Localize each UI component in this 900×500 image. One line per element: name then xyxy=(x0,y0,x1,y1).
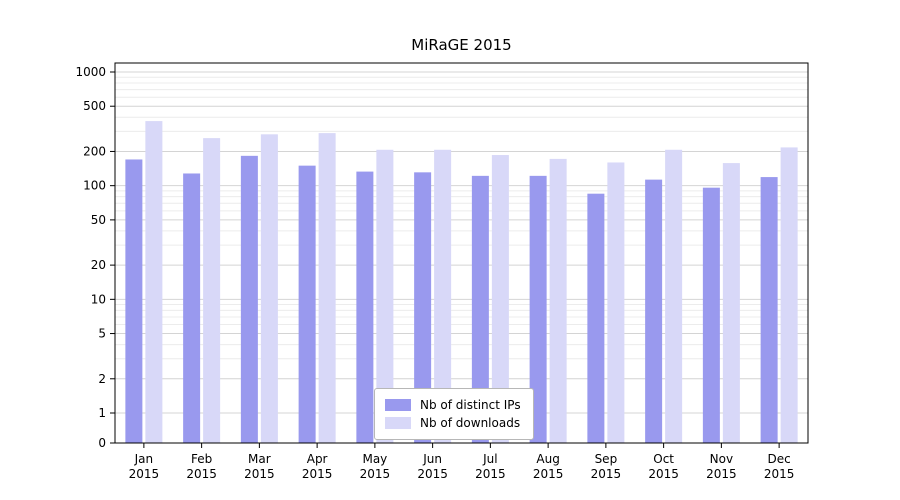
x-tick-label-year: 2015 xyxy=(186,467,217,481)
bar-distinct-ips-may xyxy=(356,171,374,443)
bar-downloads-sep xyxy=(607,162,625,443)
y-tick-label: 2 xyxy=(98,372,106,386)
y-tick-label: 5 xyxy=(98,327,106,341)
bar-downloads-jan xyxy=(145,121,163,444)
x-tick-label-month: May xyxy=(362,452,387,466)
bar-downloads-feb xyxy=(203,138,221,443)
bar-downloads-apr xyxy=(318,133,336,443)
x-tick-label-year: 2015 xyxy=(360,467,391,481)
legend-item-downloads: Nb of downloads xyxy=(385,414,521,432)
x-tick-label-year: 2015 xyxy=(302,467,333,481)
x-tick-label-year: 2015 xyxy=(129,467,160,481)
y-tick-label: 0 xyxy=(98,436,106,450)
bar-distinct-ips-oct xyxy=(645,179,663,443)
x-tick-label-year: 2015 xyxy=(244,467,275,481)
x-tick-label-year: 2015 xyxy=(764,467,795,481)
bar-downloads-nov xyxy=(722,163,740,443)
bar-downloads-dec xyxy=(780,147,798,443)
y-tick-label: 50 xyxy=(91,213,106,227)
bar-downloads-mar xyxy=(260,134,278,444)
bar-downloads-oct xyxy=(665,149,683,443)
bar-distinct-ips-jan xyxy=(125,159,143,444)
x-tick-label-year: 2015 xyxy=(417,467,448,481)
legend-swatch-distinct-ips xyxy=(385,399,411,411)
y-tick-label: 500 xyxy=(83,99,106,113)
x-tick-label-month: Nov xyxy=(710,452,733,466)
legend-swatch-downloads xyxy=(385,417,411,429)
x-tick-label-month: Mar xyxy=(248,452,271,466)
x-tick-label-month: Jul xyxy=(482,452,497,466)
legend: Nb of distinct IPs Nb of downloads xyxy=(374,388,534,440)
x-tick-label-month: Apr xyxy=(307,452,328,466)
x-tick-label-month: Jan xyxy=(134,452,154,466)
x-tick-label-month: Dec xyxy=(768,452,791,466)
x-tick-label-year: 2015 xyxy=(591,467,622,481)
bar-distinct-ips-mar xyxy=(240,155,258,444)
y-tick-label: 20 xyxy=(91,258,106,272)
x-tick-label-year: 2015 xyxy=(475,467,506,481)
y-tick-label: 100 xyxy=(83,179,106,193)
x-tick-label-year: 2015 xyxy=(648,467,679,481)
y-tick-label: 1000 xyxy=(75,65,106,79)
legend-label-downloads: Nb of downloads xyxy=(420,416,521,430)
y-tick-label: 1 xyxy=(98,406,106,420)
x-tick-label-month: Sep xyxy=(595,452,618,466)
bar-downloads-aug xyxy=(549,158,567,443)
bar-downloads-may xyxy=(376,149,394,443)
bar-distinct-ips-sep xyxy=(587,193,605,443)
x-tick-label-month: Oct xyxy=(653,452,674,466)
bar-distinct-ips-jun xyxy=(414,172,432,443)
plot-border xyxy=(114,62,809,444)
x-tick-label-year: 2015 xyxy=(533,467,564,481)
bar-distinct-ips-nov xyxy=(702,187,720,443)
bar-distinct-ips-dec xyxy=(760,177,778,443)
y-tick-label: 200 xyxy=(83,144,106,158)
bar-distinct-ips-jul xyxy=(471,175,489,443)
x-tick-label-month: Jun xyxy=(422,452,442,466)
x-tick-label-year: 2015 xyxy=(706,467,737,481)
y-tick-label: 10 xyxy=(91,292,106,306)
x-tick-label-month: Aug xyxy=(536,452,559,466)
legend-label-distinct-ips: Nb of distinct IPs xyxy=(420,398,521,412)
bar-distinct-ips-aug xyxy=(529,175,547,443)
bar-distinct-ips-apr xyxy=(298,165,316,444)
bar-distinct-ips-feb xyxy=(183,173,201,443)
legend-item-distinct-ips: Nb of distinct IPs xyxy=(385,396,521,414)
x-tick-label-month: Feb xyxy=(191,452,212,466)
bar-downloads-jul xyxy=(491,155,509,443)
chart-title: MiRaGE 2015 xyxy=(411,36,512,54)
bar-downloads-jun xyxy=(434,149,452,443)
